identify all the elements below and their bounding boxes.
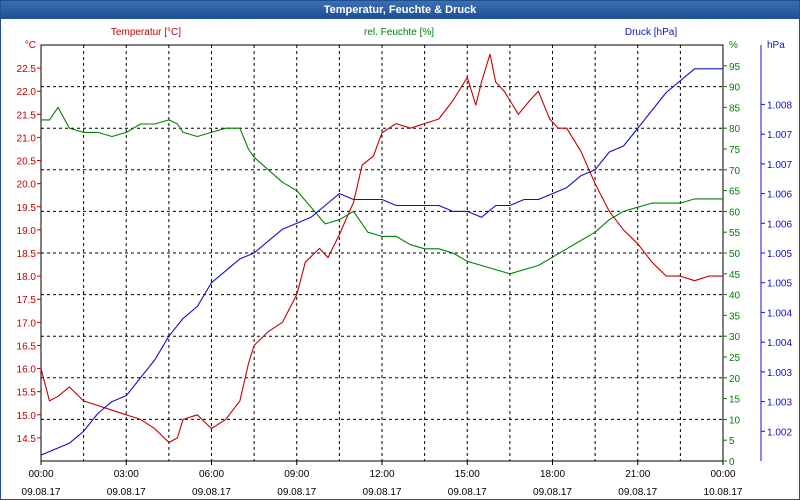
humidity-tick-label: 90 bbox=[729, 83, 741, 94]
pressure-axis-title: Druck [hPa] bbox=[625, 27, 677, 38]
x-tick-time-label: 12:00 bbox=[369, 469, 394, 480]
temperature-tick-label: 16.0 bbox=[17, 365, 37, 376]
pressure-tick-label: 1.005 bbox=[767, 279, 792, 290]
chart-series bbox=[40, 53, 723, 456]
chart-axes bbox=[37, 44, 765, 465]
temperature-tick-label: 22.0 bbox=[17, 87, 37, 98]
humidity-tick-label: 5 bbox=[729, 436, 735, 447]
humidity-tick-label: 55 bbox=[729, 228, 741, 239]
pressure-tick-label: 1.004 bbox=[767, 338, 792, 349]
temperature-tick-label: 17.5 bbox=[17, 295, 37, 306]
temperature-axis-title: Temperatur [°C] bbox=[111, 27, 181, 38]
humidity-tick-label: 30 bbox=[729, 332, 741, 343]
x-tick-date-label: 09.08.17 bbox=[618, 487, 657, 498]
x-tick-date-label: 09.08.17 bbox=[533, 487, 572, 498]
pressure-tick-label: 1.007 bbox=[767, 130, 792, 141]
humidity-tick-label: 0 bbox=[729, 457, 735, 468]
chart-labels: 00:00 09.08.17 03:00 09.08.17 06:00 09.08.17 0… bbox=[17, 27, 793, 498]
pressure-tick-label: 1.003 bbox=[767, 368, 792, 379]
pressure-unit-label: hPa bbox=[767, 40, 785, 51]
x-tick-time-label: 03:00 bbox=[114, 469, 139, 480]
pressure-tick-label: 1.007 bbox=[767, 160, 792, 171]
humidity-tick-label: 85 bbox=[729, 103, 741, 114]
pressure-tick-label: 1.005 bbox=[767, 249, 792, 260]
humidity-tick-label: 45 bbox=[729, 270, 741, 281]
temperature-tick-label: 15.5 bbox=[17, 388, 37, 399]
x-tick-date-label: 09.08.17 bbox=[448, 487, 487, 498]
pressure-tick-label: 1.003 bbox=[767, 398, 792, 409]
temperature-tick-label: 17.0 bbox=[17, 318, 37, 329]
pressure-tick-label: 1.006 bbox=[767, 190, 792, 201]
pressure-tick-label: 1.006 bbox=[767, 219, 792, 230]
humidity-axis-title: rel. Feuchte [%] bbox=[364, 27, 434, 38]
pressure-line bbox=[40, 68, 723, 456]
humidity-line bbox=[41, 106, 723, 275]
window-title: Temperatur, Feuchte & Druck bbox=[1, 1, 799, 19]
humidity-tick-label: 20 bbox=[729, 374, 741, 385]
temperature-tick-label: 15.0 bbox=[17, 411, 37, 422]
x-tick-time-label: 15:00 bbox=[455, 469, 480, 480]
x-tick-date-label: 09.08.17 bbox=[107, 487, 146, 498]
humidity-tick-label: 15 bbox=[729, 395, 741, 406]
x-tick-time-label: 09:00 bbox=[284, 469, 309, 480]
x-tick-time-label: 00:00 bbox=[710, 469, 735, 480]
pressure-tick-label: 1.004 bbox=[767, 308, 792, 319]
x-tick-time-label: 00:00 bbox=[28, 469, 53, 480]
x-tick-date-label: 10.08.17 bbox=[704, 487, 743, 498]
humidity-tick-label: 25 bbox=[729, 353, 741, 364]
temperature-tick-label: 18.0 bbox=[17, 272, 37, 283]
humidity-tick-label: 75 bbox=[729, 145, 741, 156]
humidity-unit-label: % bbox=[729, 40, 738, 51]
humidity-tick-label: 10 bbox=[729, 415, 741, 426]
pressure-tick-label: 1.002 bbox=[767, 427, 792, 438]
x-tick-date-label: 09.08.17 bbox=[22, 487, 61, 498]
temperature-tick-label: 20.5 bbox=[17, 157, 37, 168]
humidity-tick-label: 50 bbox=[729, 249, 741, 260]
temperature-tick-label: 20.0 bbox=[17, 180, 37, 191]
temperature-tick-label: 18.5 bbox=[17, 249, 37, 260]
temperature-tick-label: 19.5 bbox=[17, 203, 37, 214]
temperature-tick-label: 14.5 bbox=[17, 434, 37, 445]
temperature-tick-label: 21.5 bbox=[17, 110, 37, 121]
humidity-tick-label: 35 bbox=[729, 311, 741, 322]
temperature-tick-label: 19.0 bbox=[17, 226, 37, 237]
x-tick-date-label: 09.08.17 bbox=[363, 487, 402, 498]
temperature-tick-label: 21.0 bbox=[17, 133, 37, 144]
pressure-tick-label: 1.008 bbox=[767, 100, 792, 111]
humidity-tick-label: 80 bbox=[729, 124, 741, 135]
x-tick-time-label: 21:00 bbox=[625, 469, 650, 480]
humidity-tick-label: 40 bbox=[729, 291, 741, 302]
temperature-tick-label: 16.5 bbox=[17, 341, 37, 352]
x-tick-time-label: 18:00 bbox=[540, 469, 565, 480]
temperature-line bbox=[40, 53, 723, 444]
humidity-tick-label: 95 bbox=[729, 62, 741, 73]
humidity-tick-label: 70 bbox=[729, 166, 741, 177]
x-tick-time-label: 06:00 bbox=[199, 469, 224, 480]
temperature-unit-label: °C bbox=[25, 40, 36, 51]
humidity-tick-label: 60 bbox=[729, 207, 741, 218]
x-tick-date-label: 09.08.17 bbox=[192, 487, 231, 498]
chart-grid bbox=[41, 45, 723, 461]
humidity-tick-label: 65 bbox=[729, 187, 741, 198]
temperature-tick-label: 22.5 bbox=[17, 64, 37, 75]
x-tick-date-label: 09.08.17 bbox=[277, 487, 316, 498]
